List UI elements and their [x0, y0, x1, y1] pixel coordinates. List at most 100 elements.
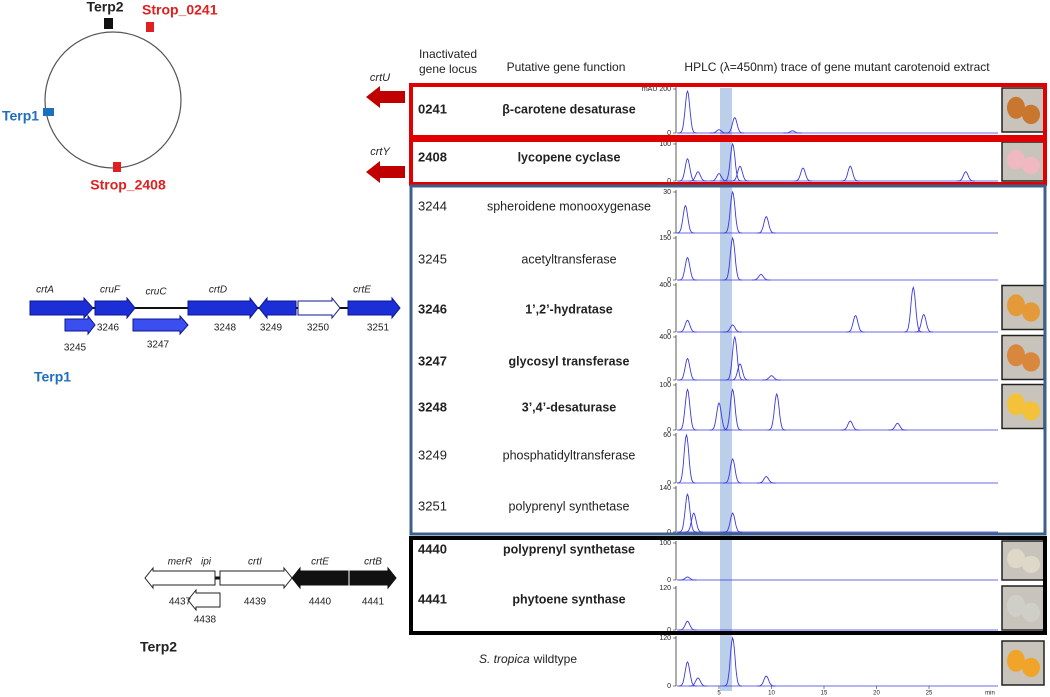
- gene-label: merR: [168, 557, 192, 568]
- colony: [1022, 602, 1040, 623]
- locus: 3246: [418, 301, 447, 316]
- gene-arrow: [297, 296, 341, 320]
- colony: [1022, 657, 1040, 678]
- gene-arrow: [366, 161, 405, 183]
- locus-label: 4437: [169, 597, 192, 608]
- y-tick-label: 0: [667, 178, 671, 185]
- y-tick-label: 150: [659, 235, 671, 242]
- gene-arrow: [349, 566, 397, 590]
- locus: 4441: [418, 591, 447, 606]
- x-tick-label: 25: [926, 691, 933, 697]
- gene-arrow: [144, 566, 216, 590]
- peak: [723, 190, 742, 234]
- colony: [1007, 548, 1025, 569]
- gene-arrow: [366, 86, 405, 108]
- peak: [725, 116, 744, 134]
- peak: [956, 171, 975, 182]
- x-tick-label: 5: [717, 691, 721, 697]
- group-box: [409, 138, 1047, 186]
- header: HPLC (λ=450nm) trace of gene mutant caro…: [684, 60, 990, 74]
- colony: [1007, 149, 1025, 170]
- cluster-title: Terp2: [140, 639, 177, 655]
- gene-label: crtB: [364, 557, 382, 568]
- y-tick-label: 0: [667, 480, 671, 487]
- peak: [914, 313, 933, 333]
- peak: [793, 167, 813, 182]
- y-tick-label: 400: [659, 282, 671, 289]
- peak: [751, 273, 771, 281]
- peak: [730, 165, 750, 182]
- peak: [723, 142, 742, 182]
- locus: 3245: [418, 251, 447, 266]
- y-tick-label: 100: [659, 382, 671, 389]
- peak: [757, 215, 776, 234]
- peak: [709, 402, 729, 431]
- gene-label: crtD: [209, 285, 227, 296]
- y-tick-label: 60: [663, 432, 671, 439]
- y-tick-label: 0: [667, 230, 671, 237]
- peak: [888, 422, 907, 431]
- peak: [684, 512, 703, 533]
- gene-arrow: [29, 296, 94, 320]
- y-tick-label: 400: [659, 334, 671, 341]
- peak: [678, 388, 697, 431]
- colony: [1007, 344, 1025, 367]
- wildtype-label: S. tropica wildtype: [479, 652, 577, 666]
- peak: [723, 458, 742, 484]
- colony: [1022, 401, 1040, 421]
- gene-function: acetyltransferase: [521, 252, 616, 266]
- locus: 0241: [418, 101, 447, 116]
- gene-label: cruF: [100, 285, 121, 296]
- y-tick-label: 120: [659, 635, 671, 642]
- y-tick-label: 0: [667, 683, 671, 690]
- locus: 3251: [418, 498, 447, 513]
- header: Putative gene function: [507, 60, 626, 74]
- terp2-marker: [104, 18, 113, 29]
- peak: [841, 165, 860, 182]
- y-tick-label: mAU 200: [642, 86, 671, 93]
- locus-label: 3249: [260, 323, 283, 334]
- strop-label: Strop_0241: [142, 2, 218, 18]
- gene-function: phosphatidyltransferase: [503, 448, 636, 462]
- peak: [767, 392, 786, 431]
- peak: [688, 677, 708, 687]
- locus: 3249: [418, 447, 447, 462]
- locus-label: 3247: [147, 340, 170, 351]
- gene-label: ipi: [201, 557, 212, 568]
- gene-function: spheroidene monooxygenase: [487, 199, 651, 213]
- peak: [846, 314, 865, 333]
- peak: [757, 675, 776, 687]
- gene-label: crtY: [370, 146, 390, 158]
- highlight-band: [720, 88, 732, 691]
- peak: [678, 256, 697, 281]
- peak: [688, 171, 708, 182]
- colony: [1022, 302, 1040, 322]
- gene-function: 3’,4’-desaturase: [522, 400, 617, 414]
- locus-label: 4441: [362, 597, 385, 608]
- y-tick-label: 120: [659, 585, 671, 592]
- y-tick-label: 0: [667, 329, 671, 336]
- x-tick-label: 20: [873, 691, 880, 697]
- peak: [723, 512, 742, 533]
- locus-label: 4438: [194, 615, 217, 626]
- gene-arrow: [64, 314, 96, 336]
- y-tick-label: 100: [659, 540, 671, 547]
- wildtype-strain: wildtype: [533, 652, 578, 666]
- gene-label: crtI: [248, 557, 262, 568]
- terp1-cluster: crtA cruF cruC crtD crtE 3245 3246 3247 …: [29, 285, 401, 385]
- peak: [676, 204, 695, 234]
- gene-arrow: [132, 314, 189, 336]
- gene-label: crtA: [36, 285, 54, 296]
- gene-arrow: [187, 588, 221, 612]
- peak: [762, 375, 781, 381]
- locus: 3247: [418, 353, 447, 368]
- locus: 3248: [418, 399, 447, 414]
- peak: [723, 388, 742, 431]
- peak: [677, 433, 696, 484]
- gene-function: lycopene cyclase: [518, 150, 621, 164]
- strop-2408-marker: [113, 162, 121, 172]
- terp1-label: Terp1: [2, 108, 39, 124]
- gene-function: 1’,2’-hydratase: [525, 302, 613, 316]
- peak: [841, 420, 860, 431]
- peak: [723, 636, 742, 687]
